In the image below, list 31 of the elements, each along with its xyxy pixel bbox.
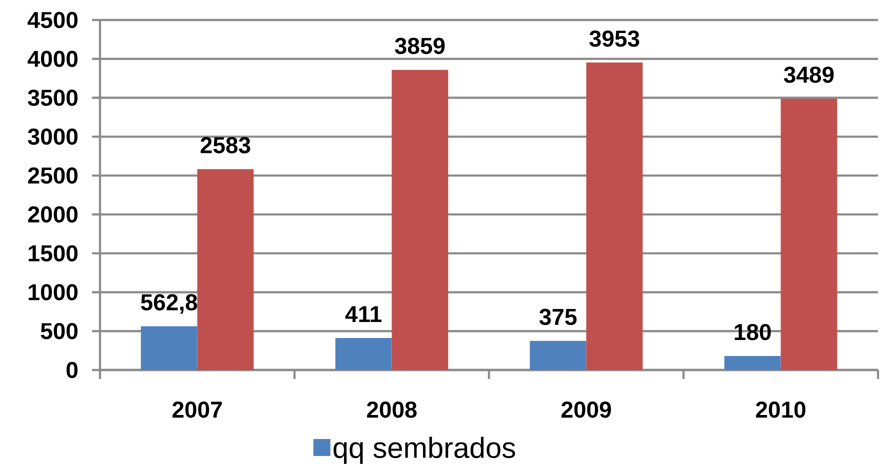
- bar: [140, 326, 198, 370]
- data-label: 3953: [589, 30, 640, 47]
- x-tick-label: 2010: [756, 402, 806, 418]
- data-label: 375: [539, 308, 577, 326]
- data-label: 411: [345, 306, 382, 322]
- x-tick-label: 2009: [561, 402, 611, 418]
- data-label: 3859: [394, 38, 445, 54]
- data-label: 3489: [784, 66, 834, 83]
- bar: [335, 338, 392, 370]
- y-tick-label: 3000: [28, 128, 78, 145]
- bar: [780, 98, 838, 370]
- y-tick-label: 2000: [28, 206, 78, 223]
- bar: [392, 70, 448, 370]
- bar: [724, 356, 781, 370]
- y-tick-label: 2500: [28, 167, 78, 184]
- y-tick-label: 1500: [28, 245, 78, 262]
- y-tick-label: 4500: [28, 12, 78, 28]
- y-tick-label: 3500: [28, 90, 78, 106]
- bar: [530, 340, 586, 370]
- x-tick-label: 2008: [366, 402, 417, 418]
- x-tick-label: 2007: [172, 402, 222, 418]
- y-tick-label: 1000: [28, 284, 78, 300]
- bar: [586, 62, 643, 370]
- data-label: 2583: [200, 137, 250, 154]
- data-label: 180: [734, 324, 771, 340]
- bar: [197, 169, 254, 370]
- data-label: 562,8: [140, 294, 198, 314]
- y-tick-label: 500: [40, 322, 78, 340]
- legend-label: qq sembrados: [334, 436, 516, 464]
- y-tick-label: 0: [66, 362, 78, 378]
- y-tick-label: 4000: [28, 50, 78, 68]
